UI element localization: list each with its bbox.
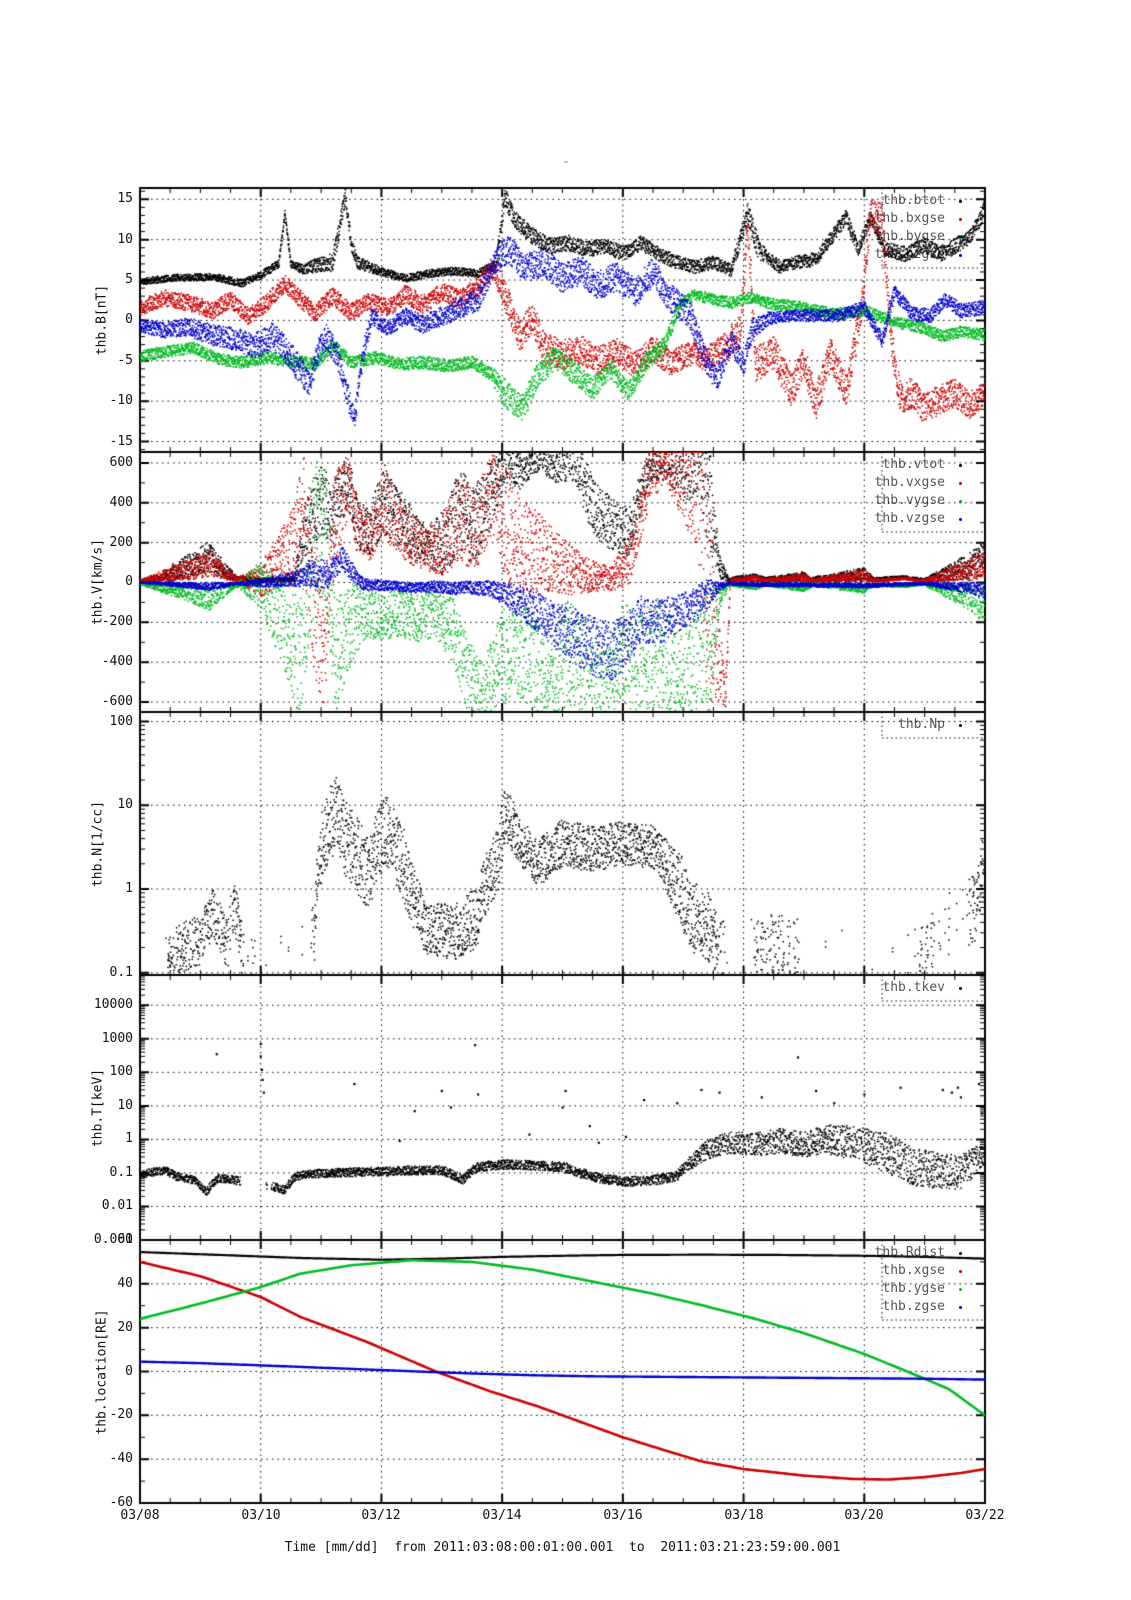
- plot-canvas: [0, 0, 1131, 1600]
- spacecraft-data-plot: - thb.B[nT] thb.V[km/s] thb.N[1/cc] thb.…: [0, 0, 1131, 1600]
